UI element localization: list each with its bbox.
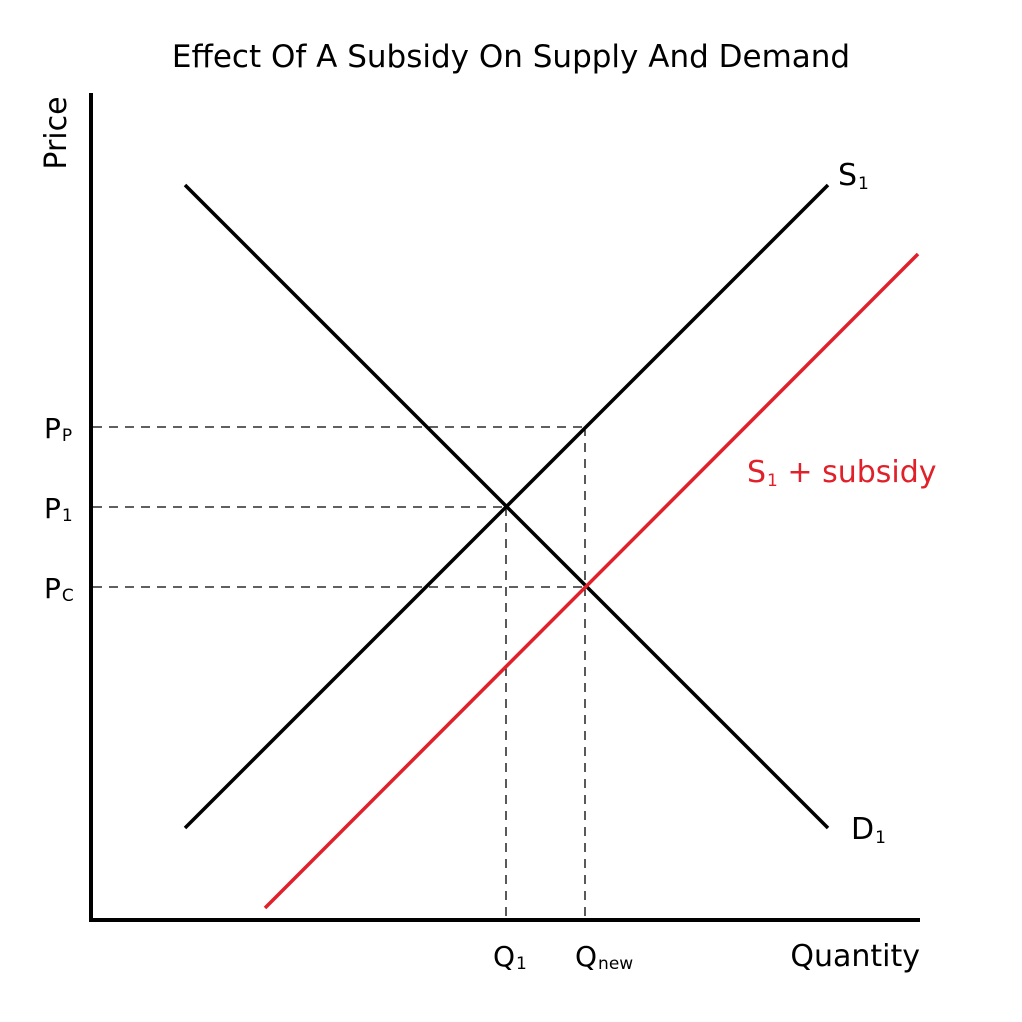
- subsidy-curve-label: S1 + subsidy: [747, 455, 937, 491]
- diagram-title: Effect Of A Subsidy On Supply And Demand: [172, 39, 850, 75]
- price-axis-label: Price: [39, 96, 74, 169]
- demand-curve-label: D1: [851, 812, 886, 848]
- supply-curve: [183, 183, 830, 830]
- supply-curve-label: S1: [838, 158, 869, 194]
- quantity-axis-label: Quantity: [790, 939, 920, 974]
- pc-label: PC: [44, 572, 74, 606]
- qnew-label: Qnew: [575, 940, 633, 974]
- pp-label: PP: [44, 412, 72, 446]
- subsidy-supply-curve: [263, 252, 920, 910]
- p1-label: P1: [44, 492, 73, 526]
- q1-label: Q1: [493, 940, 527, 974]
